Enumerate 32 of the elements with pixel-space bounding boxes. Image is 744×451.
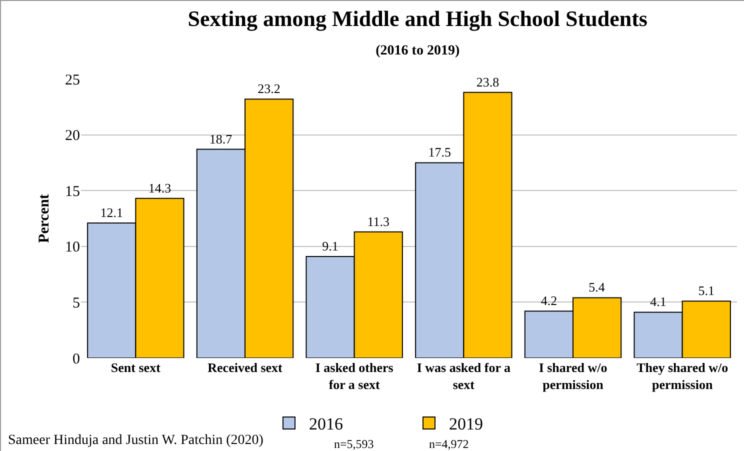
- data-label: 5.1: [698, 283, 715, 298]
- y-tick-label: 20: [65, 128, 80, 144]
- data-label: 4.2: [540, 293, 558, 308]
- legend-label: 2016: [309, 414, 343, 434]
- x-tick-label: I was asked for a sext: [416, 360, 511, 392]
- legend-label: 2019: [449, 414, 483, 434]
- x-tick-label: They shared w/o permission: [636, 360, 728, 392]
- y-axis-title: Percent: [36, 194, 52, 243]
- x-tick-label: Sent sext: [110, 360, 162, 375]
- data-label: 14.3: [148, 180, 172, 196]
- data-label: 5.4: [588, 280, 606, 295]
- data-label: 17.5: [428, 144, 451, 160]
- data-label: 9.1: [322, 238, 338, 254]
- data-label: 11.3: [367, 214, 390, 229]
- data-label: 12.1: [100, 204, 123, 220]
- y-tick-label: 25: [65, 72, 80, 88]
- text: Sameer Hinduja and Justin W. Patchin (2020): [8, 433, 264, 448]
- y-tick-label: 0: [72, 351, 80, 368]
- y-tick-label: 15: [65, 184, 80, 200]
- data-label: 23.2: [258, 81, 280, 96]
- y-tick-label: 5: [72, 295, 80, 312]
- y-tick-label: 10: [65, 240, 80, 256]
- x-tick-label: Received sext: [208, 360, 284, 375]
- data-label: 4.1: [650, 294, 666, 310]
- text: n=5,593: [334, 437, 374, 451]
- x-tick-label: I shared w/o permission: [538, 360, 608, 392]
- chart-subtitle: (2016 to 2019): [376, 43, 460, 58]
- data-label: 18.7: [209, 131, 233, 146]
- text: n=4,972: [429, 437, 469, 451]
- x-tick-label: I asked others for a sext: [315, 360, 394, 392]
- data-label: 23.8: [476, 74, 500, 90]
- chart-title: Sexting among Middle and High School Students: [188, 6, 648, 31]
